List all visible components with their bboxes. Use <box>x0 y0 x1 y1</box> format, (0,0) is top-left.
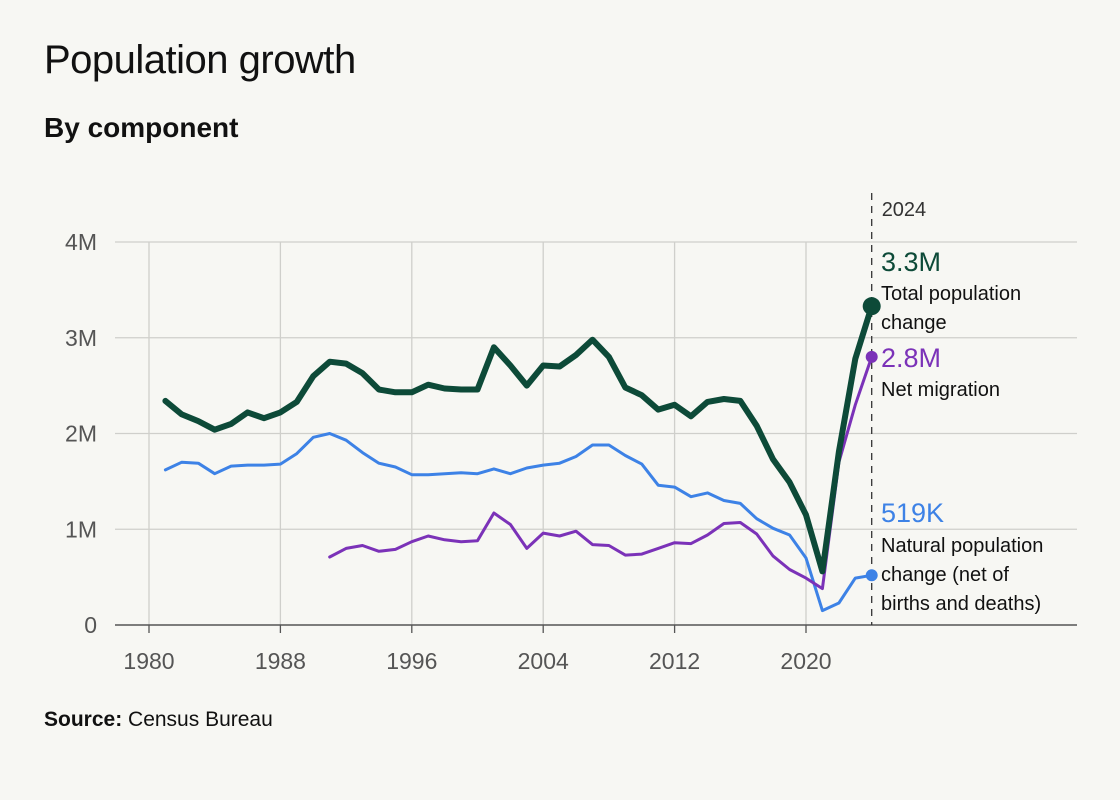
endpoint-value-migration: 2.8M <box>881 343 941 373</box>
x-tick-label: 1996 <box>386 648 437 674</box>
page-subtitle: By component <box>44 112 239 143</box>
endpoint-label-natural: change (net of <box>881 564 1009 586</box>
endpoint-label-natural: births and deaths) <box>881 593 1041 615</box>
x-tick-label: 2020 <box>780 648 831 674</box>
y-tick-label: 2M <box>65 421 97 447</box>
y-tick-label: 4M <box>65 229 97 255</box>
endpoint-label-migration: Net migration <box>881 379 1000 401</box>
series-line-migration <box>328 355 874 591</box>
endpoint-dot-migration <box>865 350 878 363</box>
source-note: Source: Census Bureau <box>44 708 273 732</box>
x-tick-label: 2004 <box>518 648 569 674</box>
x-tick-label: 1988 <box>255 648 306 674</box>
endpoint-dot-natural <box>865 569 878 582</box>
endpoint-label-total: Total population <box>881 283 1021 305</box>
endpoint-label-total: change <box>881 312 947 334</box>
series-line-total <box>162 303 875 575</box>
endpoint-annotations: 519K Natural population change (net of birt… <box>881 247 1043 615</box>
x-tick-label: 2012 <box>649 648 700 674</box>
reference-year-label: 2024 <box>882 199 927 221</box>
x-tick-label: 1980 <box>123 648 174 674</box>
series-group <box>162 297 881 613</box>
y-tick-label: 3M <box>65 325 97 351</box>
endpoint-dot-total <box>862 297 881 316</box>
y-tick-label: 0 <box>84 612 97 638</box>
y-tick-label: 1M <box>65 516 97 542</box>
source-label: Source: <box>44 708 123 731</box>
series-line-natural <box>163 432 874 613</box>
endpoint-label-natural: Natural population <box>881 535 1043 557</box>
grid-lines <box>115 241 1077 625</box>
reference-line-group: 2024 <box>871 193 927 625</box>
axes: 0 1M 2M 3M 4M 1980 1988 1996 2004 2012 2020 <box>65 229 1077 674</box>
endpoint-value-natural: 519K <box>881 498 944 528</box>
source-text: Census Bureau <box>128 708 273 731</box>
endpoint-value-total: 3.3M <box>881 247 941 277</box>
page-title: Population growth <box>44 38 356 82</box>
